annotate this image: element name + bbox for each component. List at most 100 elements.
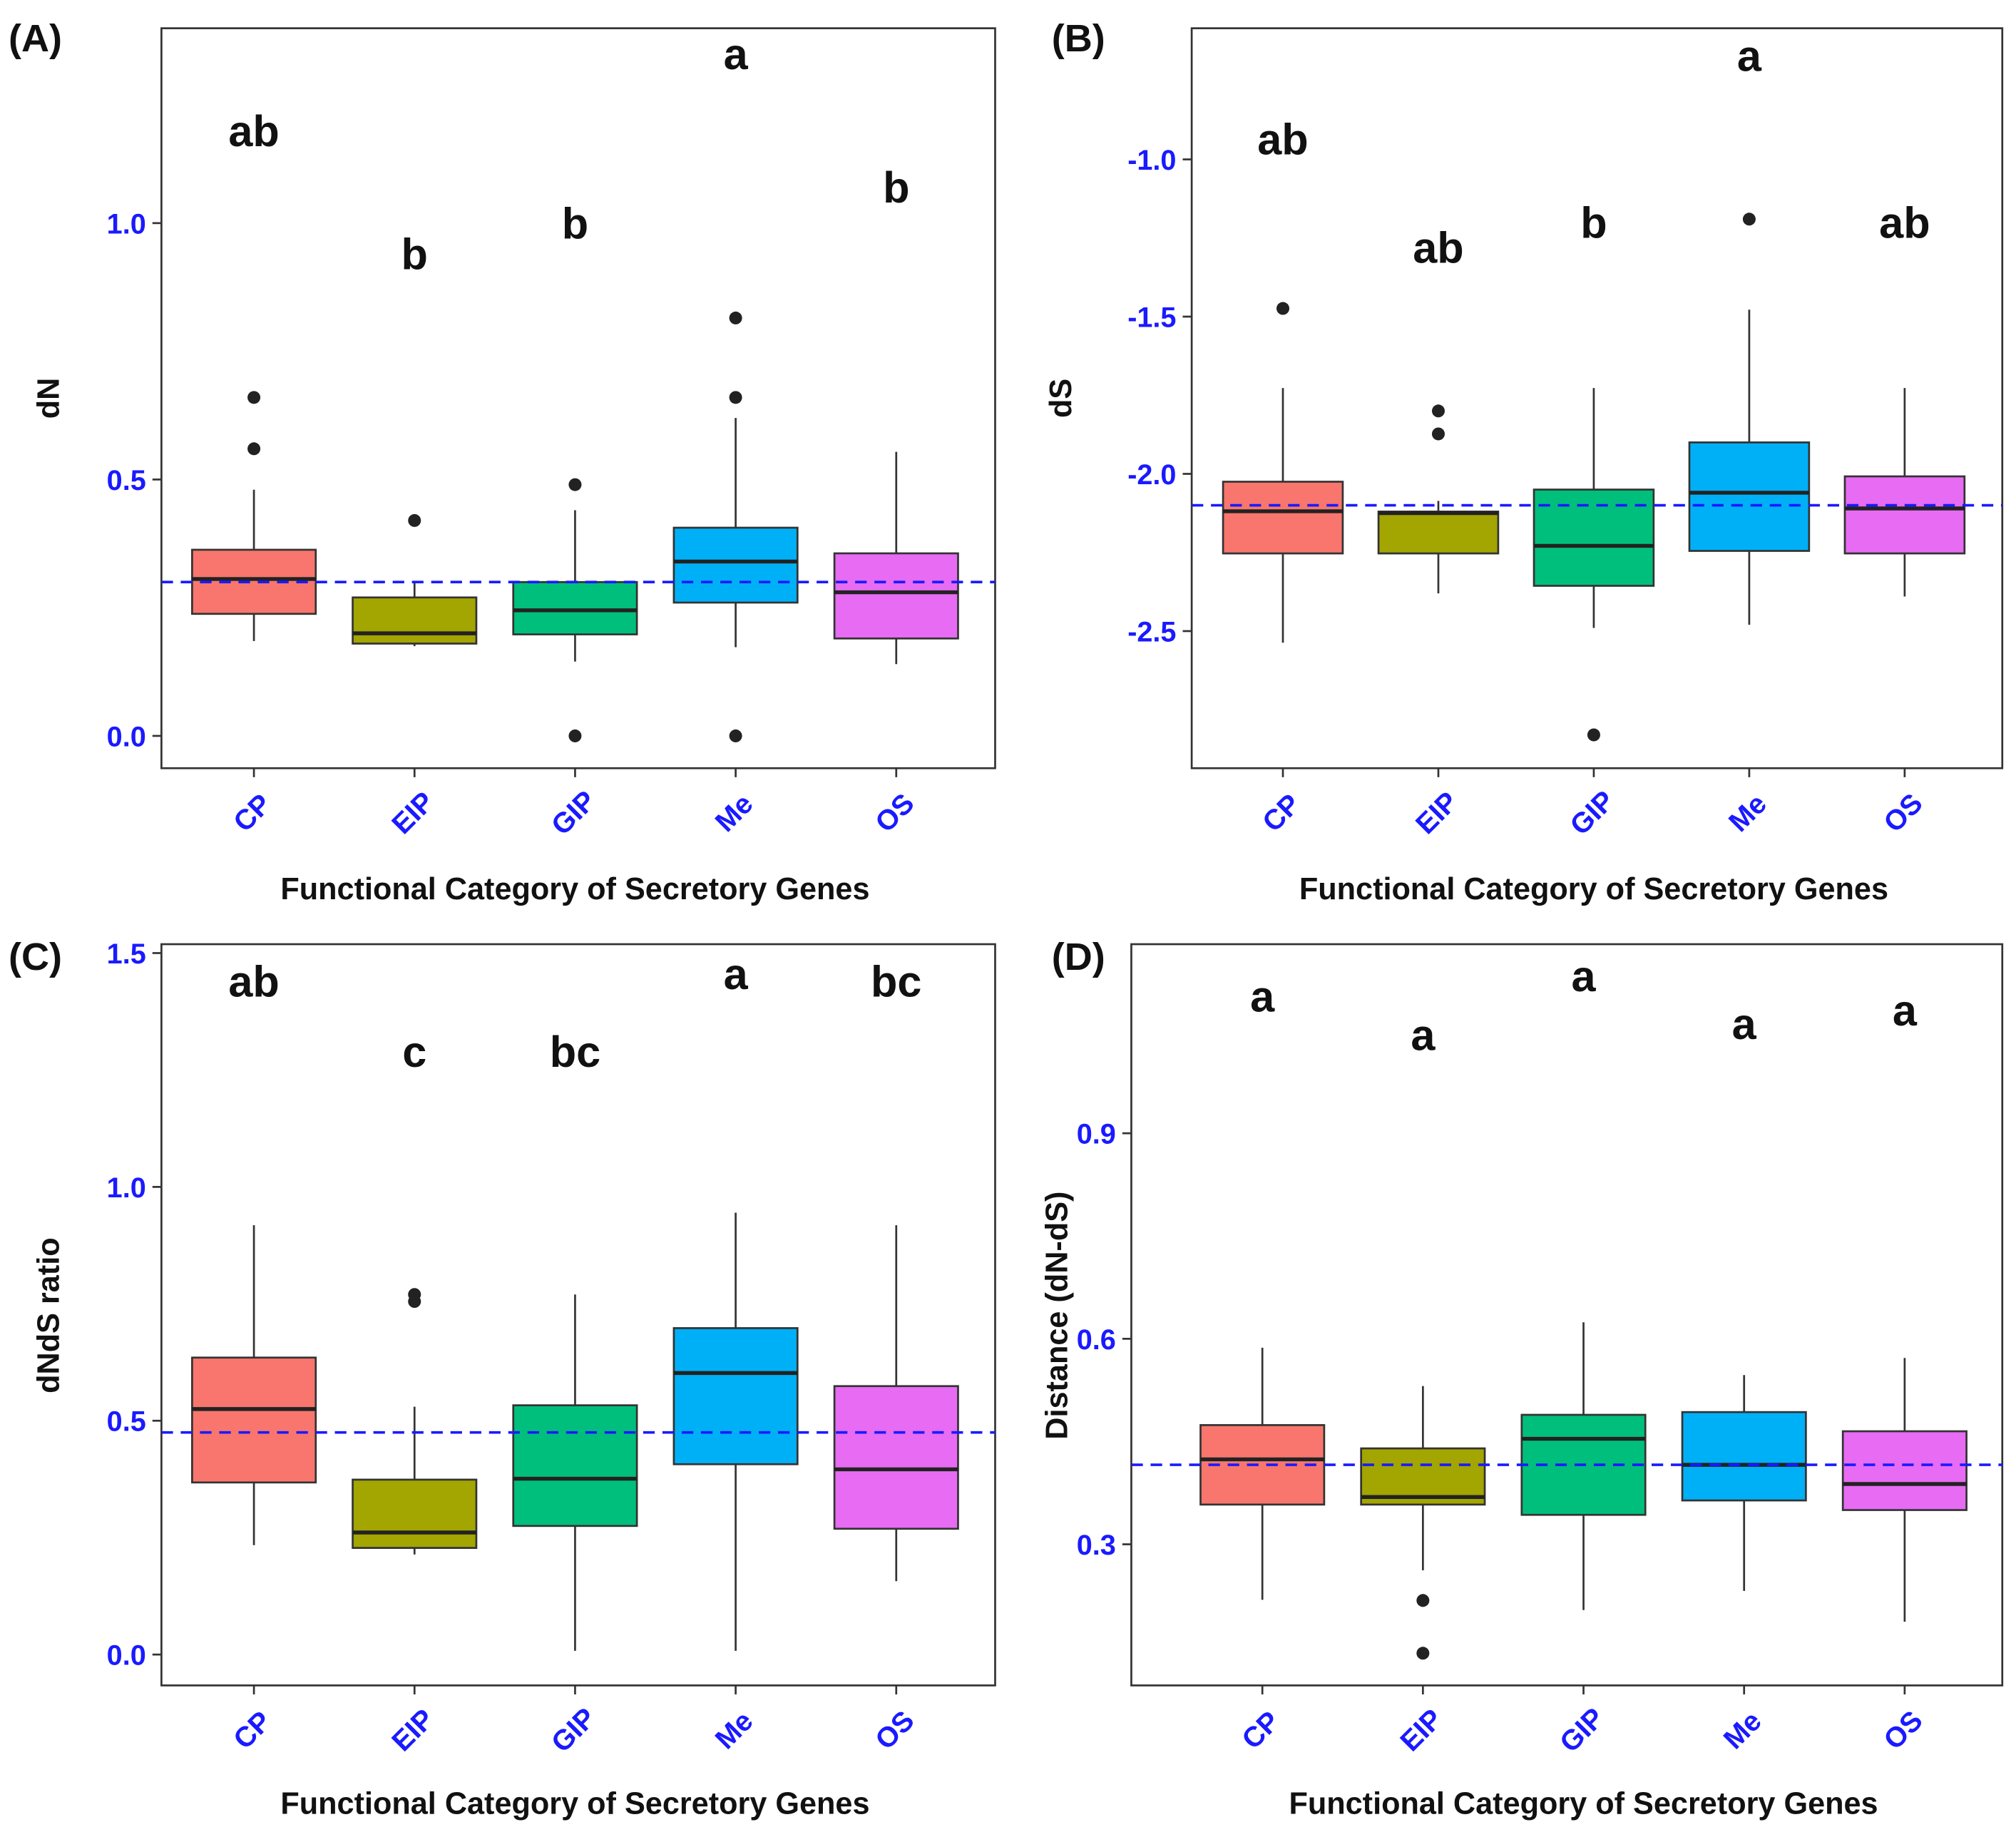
x-tick-label-os: OS <box>1878 1704 1929 1756</box>
panel-d: (D) Distance (dN-dS) Functional Category o… <box>1040 936 2004 1821</box>
outlier-point <box>1587 728 1600 742</box>
outlier-point <box>568 478 582 491</box>
significance-letter: b <box>562 199 588 247</box>
significance-letter: c <box>402 1028 426 1076</box>
x-axis-label: Functional Category of Secretory Genes <box>280 872 869 906</box>
significance-letter: a <box>1250 973 1275 1021</box>
significance-letter: b <box>1580 198 1607 247</box>
box-cp <box>191 1356 317 1484</box>
outlier-point <box>247 391 261 404</box>
outlier-point <box>1416 1647 1430 1660</box>
outlier-point <box>1416 1594 1430 1607</box>
significance-letter: ab <box>228 107 279 155</box>
x-axis-label: Functional Category of Secretory Genes <box>1289 1787 1878 1821</box>
y-tick-label: 1.0 <box>107 1172 146 1204</box>
y-tick-label: 0.9 <box>1077 1119 1116 1150</box>
outlier-point <box>408 513 421 527</box>
y-tick-label: 0.6 <box>1077 1324 1116 1356</box>
y-axis-label: dN <box>31 378 66 419</box>
outlier-point <box>247 442 261 456</box>
significance-letter: a <box>1737 32 1762 81</box>
panel-a: (A) dN Functional Category of Secretory Ge… <box>9 17 996 906</box>
significance-letter: b <box>883 163 909 212</box>
significance-letter: a <box>1571 952 1596 1001</box>
significance-letter: bc <box>871 957 921 1006</box>
x-tick-label-gip: GIP <box>1564 784 1620 841</box>
y-tick-label: -2.5 <box>1127 616 1176 648</box>
y-axis-label: Distance (dN-dS) <box>1040 1192 1074 1440</box>
plot-frame <box>1130 943 2004 1687</box>
plot-frame <box>160 943 996 1687</box>
x-tick-label-gip: GIP <box>546 1702 602 1759</box>
outlier-point <box>729 311 742 324</box>
outlier-point <box>1742 213 1756 226</box>
outlier-point <box>1431 404 1445 418</box>
x-tick-label-cp: CP <box>1257 788 1306 838</box>
y-axis-label: dNdS ratio <box>31 1237 66 1393</box>
y-tick-label: 0.5 <box>107 465 146 496</box>
significance-letter: a <box>724 30 749 78</box>
box-gip <box>1533 488 1655 587</box>
significance-letter: ab <box>1413 224 1463 272</box>
box-gip <box>512 1404 638 1528</box>
significance-letter: ab <box>228 957 279 1006</box>
outlier-point <box>568 729 582 742</box>
y-tick-label: 0.5 <box>107 1406 146 1438</box>
x-tick-label-os: OS <box>869 1704 921 1756</box>
panel-b: (B) dS Functional Category of Secretory Ge… <box>1044 17 2004 906</box>
significance-letter: a <box>1893 986 1918 1035</box>
panel-label: (D) <box>1052 936 1105 978</box>
x-tick-label-eip: EIP <box>1394 1703 1448 1757</box>
significance-letter: a <box>1732 1000 1757 1048</box>
box-eip <box>1377 511 1500 555</box>
plot-frame <box>160 27 996 769</box>
box-me <box>672 526 799 604</box>
outlier-point <box>729 391 742 404</box>
y-tick-label: -2.0 <box>1127 459 1176 491</box>
panel-label: (A) <box>9 17 62 60</box>
y-tick-label: 1.5 <box>107 938 146 970</box>
x-tick-label-eip: EIP <box>1410 786 1464 840</box>
outlier-point <box>408 1295 421 1309</box>
x-tick-label-cp: CP <box>227 1705 277 1755</box>
x-tick-label-me: Me <box>710 788 759 838</box>
y-tick-label: 0.3 <box>1077 1530 1116 1561</box>
x-tick-label-eip: EIP <box>386 1703 440 1757</box>
x-axis-label: Functional Category of Secretory Genes <box>280 1787 869 1821</box>
box-me <box>672 1327 799 1465</box>
box-cp <box>191 548 317 615</box>
box-os <box>1841 1430 1968 1511</box>
y-tick-label: 1.0 <box>107 208 146 240</box>
outlier-point <box>1431 427 1445 441</box>
significance-letter: b <box>401 230 428 279</box>
panel-label: (C) <box>9 936 62 978</box>
x-tick-label-cp: CP <box>227 788 277 838</box>
x-tick-label-os: OS <box>1878 787 1929 839</box>
outlier-point <box>729 729 742 742</box>
x-tick-label-me: Me <box>1718 1705 1768 1755</box>
y-tick-label: -1.0 <box>1127 145 1176 176</box>
box-cp <box>1222 481 1344 555</box>
significance-letter: bc <box>550 1028 600 1076</box>
box-os <box>1843 475 1966 555</box>
x-tick-label-os: OS <box>869 787 921 839</box>
box-eip <box>352 1478 478 1549</box>
significance-letter: a <box>724 950 749 998</box>
box-eip <box>352 596 478 645</box>
y-tick-label: -1.5 <box>1127 302 1176 333</box>
y-tick-label: 0.0 <box>107 721 146 752</box>
box-cp <box>1199 1424 1326 1506</box>
x-tick-label-gip: GIP <box>1554 1702 1610 1759</box>
box-gip <box>512 580 638 635</box>
x-tick-label-eip: EIP <box>386 786 440 840</box>
panel-label: (B) <box>1052 17 1105 60</box>
box-me <box>1688 441 1811 552</box>
x-axis-label: Functional Category of Secretory Genes <box>1299 872 1888 906</box>
x-tick-label-gip: GIP <box>546 784 602 841</box>
box-me <box>1681 1411 1807 1502</box>
significance-letter: ab <box>1879 198 1930 247</box>
plot-frame <box>1190 27 2004 769</box>
outlier-point <box>1276 302 1290 315</box>
significance-letter: ab <box>1257 115 1308 163</box>
